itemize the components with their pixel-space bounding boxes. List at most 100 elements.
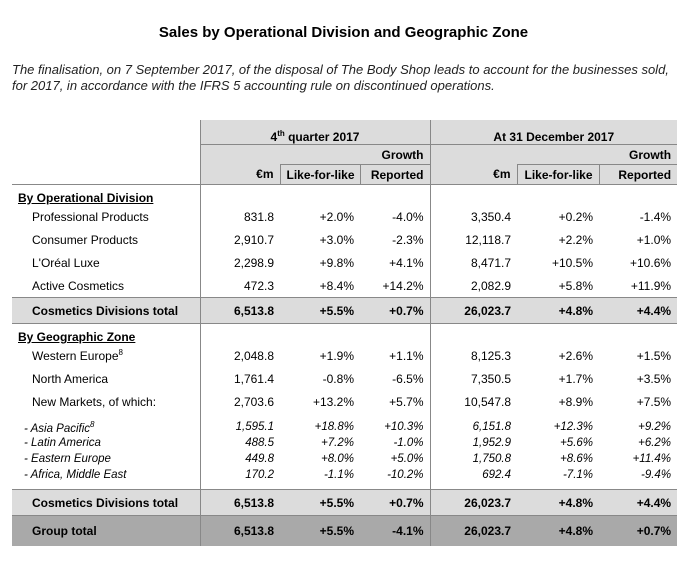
row-label-text: Eastern Europe xyxy=(31,453,111,465)
cell-q-lfl: +3.0% xyxy=(319,232,354,247)
bullet-dash: - xyxy=(24,453,32,465)
row-label: - Asia Pacific8 xyxy=(12,419,200,435)
cell-y-em: 8,471.7 xyxy=(429,251,518,274)
cell-y-em: 26,023.7 xyxy=(429,297,518,324)
header-em-fy: €m xyxy=(429,164,518,185)
cell-y-rep: +4.4% xyxy=(599,297,678,324)
cell-y-em: 10,547.8 xyxy=(429,390,518,413)
cell-q-em: 449.8 xyxy=(199,451,280,467)
cell-q-rep: -4.1% xyxy=(360,515,431,546)
cell-y-em: 8,125.3 xyxy=(429,344,518,367)
row-label: - Eastern Europe xyxy=(12,451,200,467)
sales-table: 4th quarter 2017 At 31 December 2017 Gro… xyxy=(12,120,678,546)
cell-q-em: 472.3 xyxy=(199,274,280,298)
cell-y-em: 6,151.8 xyxy=(429,419,518,435)
row-label: Cosmetics Divisions total xyxy=(12,489,200,516)
cell-y-em: 26,023.7 xyxy=(429,515,518,546)
cell-q-rep: +4.1% xyxy=(389,255,424,270)
cell-y-lfl: +10.5% xyxy=(551,255,594,270)
header-q4: 4th quarter 2017 xyxy=(199,120,431,145)
cell-q-rep: +0.7% xyxy=(360,297,431,324)
cell-y-lfl: -7.1% xyxy=(562,469,594,481)
row-label-text: North America xyxy=(32,371,109,386)
cell-y-lfl: +0.2% xyxy=(558,209,594,224)
cell-q-rep: -1.0% xyxy=(393,437,424,449)
footnote-ref: 8 xyxy=(90,419,95,429)
table-row: North America 1,761.4 -0.8% -6.5% 7,350.5 +1.… xyxy=(12,367,677,390)
section-division: By Operational Division xyxy=(12,184,677,205)
row-label: Active Cosmetics xyxy=(12,274,200,298)
cell-y-rep: +1.0% xyxy=(636,232,672,247)
cell-q-rep: +14.2% xyxy=(382,278,424,293)
cell-q-rep: -2.3% xyxy=(392,232,424,247)
row-label: New Markets, of which: xyxy=(12,390,200,413)
cell-q-rep: +0.7% xyxy=(360,489,431,516)
cell-y-rep: +7.5% xyxy=(636,394,672,409)
cell-y-lfl: +2.2% xyxy=(558,232,594,247)
cell-y-rep: +10.6% xyxy=(630,255,672,270)
header-em-q4: €m xyxy=(199,164,280,185)
cell-y-lfl: +4.8% xyxy=(517,489,600,516)
spacer-row xyxy=(12,413,677,419)
cell-q-lfl: +13.2% xyxy=(312,394,354,409)
cell-y-em: 26,023.7 xyxy=(429,489,518,516)
cell-y-lfl: +8.6% xyxy=(560,453,594,465)
cell-q-lfl: -0.8% xyxy=(322,371,354,386)
row-label: - Latin America xyxy=(12,435,200,451)
cell-y-rep: +3.5% xyxy=(636,371,672,386)
cell-q-rep: -4.0% xyxy=(392,209,424,224)
table-row: - Africa, Middle East 170.2 -1.1% -10.2% 692… xyxy=(12,467,677,483)
row-label: Group total xyxy=(12,515,200,546)
cell-y-rep: +4.4% xyxy=(599,489,678,516)
row-label-text: Africa, Middle East xyxy=(30,469,127,481)
table-row: Consumer Products 2,910.7 +3.0% -2.3% 12,118… xyxy=(12,228,677,251)
row-label-text: Active Cosmetics xyxy=(32,278,125,293)
cell-y-lfl: +12.3% xyxy=(553,421,594,433)
cell-y-rep: +9.2% xyxy=(638,421,672,433)
row-label: North America xyxy=(12,367,200,390)
row-label-text: Consumer Products xyxy=(32,232,139,247)
row-label-text: Western Europe xyxy=(32,349,119,363)
cell-y-rep: +6.2% xyxy=(638,437,672,449)
row-label-text: Cosmetics Divisions total xyxy=(32,303,179,318)
cell-y-rep: -9.4% xyxy=(641,469,672,481)
cell-q-em: 6,513.8 xyxy=(199,515,280,546)
cell-q-em: 6,513.8 xyxy=(199,489,280,516)
page-title: Sales by Operational Division and Geogra… xyxy=(158,24,529,41)
cell-q-lfl: +2.0% xyxy=(319,209,354,224)
cell-q-em: 6,513.8 xyxy=(199,297,280,324)
row-label-text: Group total xyxy=(32,524,97,538)
table-row: Western Europe8 2,048.8 +1.9% +1.1% 8,125.3 +… xyxy=(12,344,677,367)
cell-y-rep: +0.7% xyxy=(599,515,678,546)
bullet-dash: - xyxy=(24,469,31,481)
bullet-dash: - xyxy=(24,437,32,449)
table-row: Cosmetics Divisions total 6,513.8 +5.5% +0.… xyxy=(12,297,678,324)
cell-q-em: 2,298.9 xyxy=(199,251,280,274)
cell-y-lfl: +2.6% xyxy=(558,348,594,363)
bullet-dash: - xyxy=(24,422,31,435)
cell-q-rep: -6.5% xyxy=(392,371,424,386)
cell-q-lfl: +5.5% xyxy=(280,515,360,546)
header-row-columns: €m Like-for-like Reported €m Like-for-li… xyxy=(12,164,678,185)
cell-q-lfl: +9.8% xyxy=(319,255,354,270)
cell-q-lfl: +8.4% xyxy=(319,278,354,293)
row-label-text: L'Oréal Luxe xyxy=(32,255,100,270)
cell-q-lfl: +5.5% xyxy=(280,489,360,516)
cell-y-rep: +11.4% xyxy=(632,453,672,465)
footnote-ref: 8 xyxy=(118,348,123,357)
header-reported-q4: Reported xyxy=(359,164,431,185)
intro-paragraph: The finalisation, on 7 September 2017, o… xyxy=(12,62,669,93)
row-label: - Africa, Middle East xyxy=(12,467,200,483)
table-row: Active Cosmetics 472.3 +8.4% +14.2% 2,082.9 +… xyxy=(12,274,677,298)
cell-y-em: 1,952.9 xyxy=(429,435,518,451)
cell-q-em: 170.2 xyxy=(199,467,280,483)
table-row: New Markets, of which: 2,703.6 +13.2% +5.7%… xyxy=(12,390,677,413)
row-label-text: Asia Pacific xyxy=(30,422,91,435)
cell-q-rep: -10.2% xyxy=(387,469,424,481)
cell-q-lfl: +1.9% xyxy=(319,348,354,363)
cell-y-em: 3,350.4 xyxy=(429,205,518,228)
cell-q-rep: +1.1% xyxy=(389,348,424,363)
cell-q-lfl: +18.8% xyxy=(314,421,354,433)
cell-y-lfl: +1.7% xyxy=(558,371,594,386)
row-label-text: Cosmetics Divisions total xyxy=(32,495,179,510)
